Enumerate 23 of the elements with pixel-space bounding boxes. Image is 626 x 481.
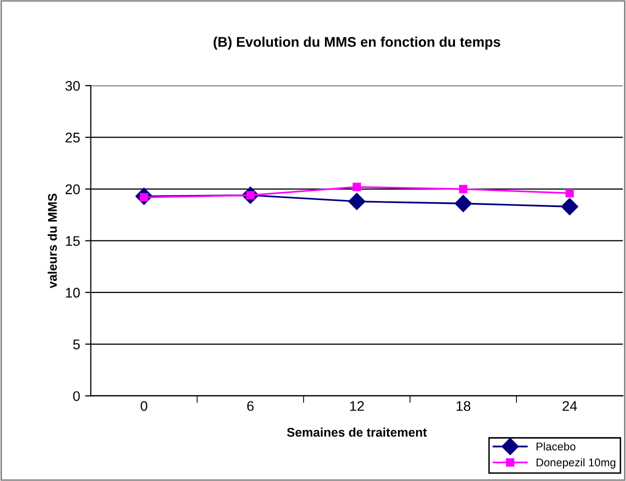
legend-label: Donepezil 10mg — [536, 458, 616, 469]
point — [454, 194, 472, 212]
y-tick-label: 10 — [66, 288, 80, 298]
y-tick-label: 20 — [66, 184, 80, 194]
x-axis-title: Semaines de traitement — [287, 428, 427, 437]
y-axis-title: valeurs du MMS — [48, 194, 57, 288]
point — [565, 189, 574, 198]
y-tick-label: 15 — [66, 236, 80, 246]
x-tick-label: 12 — [350, 401, 364, 411]
y-tick-label: 0 — [73, 391, 80, 402]
x-tick-label: 0 — [140, 401, 148, 411]
x-tick-label: 24 — [562, 401, 577, 411]
point — [459, 184, 468, 194]
point — [352, 182, 361, 192]
y-tick-label: 25 — [66, 132, 80, 142]
x-tick-label: 18 — [456, 401, 470, 411]
point — [561, 198, 578, 216]
point — [348, 192, 366, 210]
x-tick-label: 6 — [247, 401, 254, 411]
chart-title: (B) Evolution du MMS en fonction du temps — [214, 36, 500, 50]
legend-label: Placebo — [536, 442, 576, 450]
y-tick-label: 30 — [65, 80, 80, 91]
y-tick-label: 5 — [73, 340, 80, 350]
